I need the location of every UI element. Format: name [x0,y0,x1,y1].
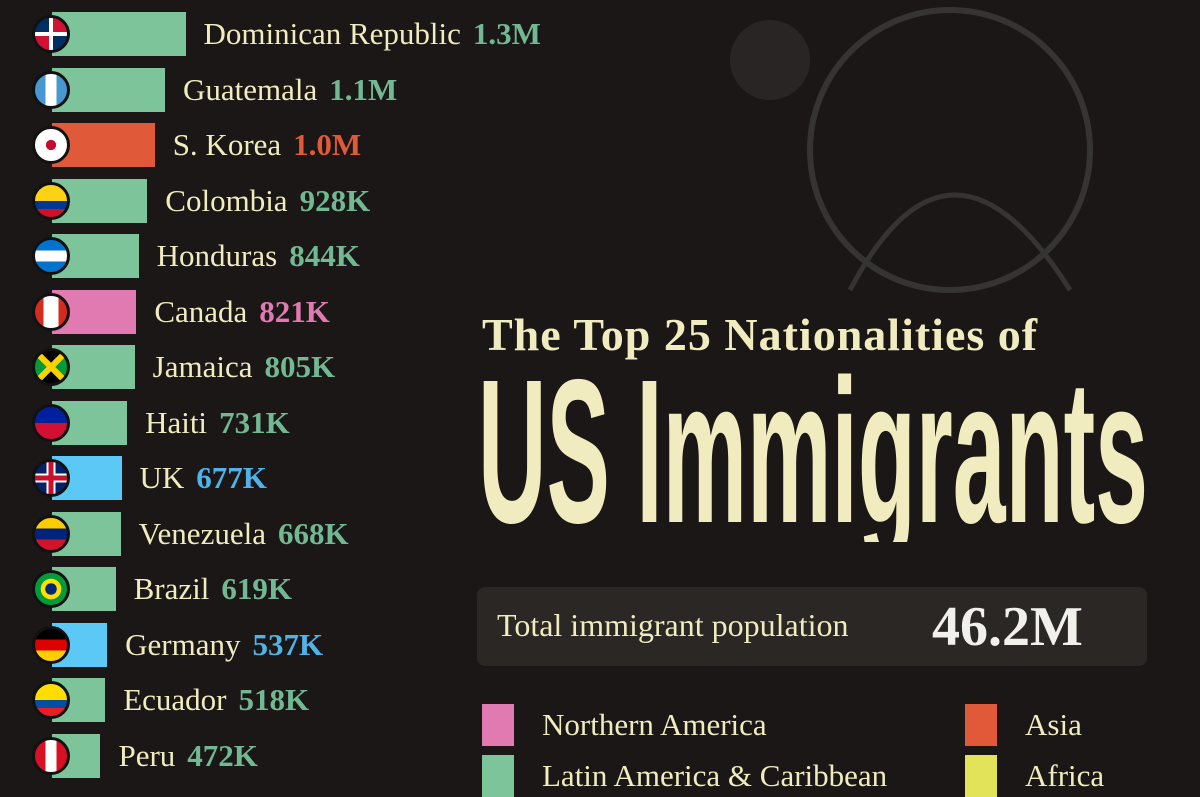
category-label: Canada [154,293,248,329]
value-label: 928K [299,182,371,218]
flag-brazil-icon [32,570,70,608]
value-label: 821K [259,293,330,329]
bar-chart: Dominican Republic 1.3M Guatemala 1.1M S. Ko… [0,0,541,780]
flag-canada-icon [32,292,70,331]
category-label: Colombia [165,182,288,218]
bar-label: Haiti 731K [145,405,290,441]
bar-label: S. Korea 1.0M [173,127,362,163]
background-illustration [730,7,1093,293]
flag-colombia-icon [32,181,70,220]
value-label: 537K [252,626,324,662]
bar-label: Honduras 844K [157,238,360,274]
legend-swatch [965,704,997,746]
bar-label: Peru 472K [118,738,257,774]
value-label: 677K [196,460,267,495]
flag-germany-icon [32,625,70,664]
value-label: 844K [289,238,360,273]
flag-jamaica-icon [32,348,70,386]
category-label: Peru [118,737,176,773]
legend-item-northern-america: Northern America [482,704,767,746]
bar-label: Venezuela 668K [139,516,349,552]
value-label: 619K [221,571,292,606]
category-label: Haiti [145,404,208,440]
value-label: 668K [277,515,349,551]
bar-label: UK 677K [140,460,267,496]
legend-item-asia: Asia [965,704,1082,746]
category-label: Brazil [133,571,210,606]
category-label: Ecuador [123,682,227,717]
legend-label: Northern America [542,707,767,742]
title-line-1: The Top 25 Nationalities of [482,309,1039,360]
flag-peru-icon [32,736,70,775]
legend-swatch [482,755,514,797]
bar-label: Germany 537K [125,627,323,663]
bar-label: Canada 821K [154,294,330,330]
legend-label: Africa [1025,758,1105,793]
category-label: Dominican Republic [203,16,461,51]
category-label: Honduras [156,238,278,273]
legend-swatch [965,755,997,797]
flag-uk-icon [32,459,70,497]
category-label: Venezuela [138,515,266,551]
value-label: 1.0M [293,127,362,162]
flag-dominican-republic-icon [32,15,70,53]
value-label: 518K [238,682,310,717]
bar-label: Guatemala 1.1M [183,72,397,108]
bar-label: Ecuador 518K [123,682,309,718]
total-population-box: Total immigrant population 46.2M [477,587,1147,666]
category-label: UK [139,460,185,495]
flag-ecuador-icon [32,681,70,719]
bar [52,67,165,112]
category-label: Guatemala [182,71,318,107]
value-label: 472K [187,737,258,773]
category-label: Germany [125,626,241,662]
legend-swatch [482,704,514,746]
total-value: 46.2M [932,596,1083,658]
title-line-2: US Immigrants [478,362,1148,542]
flag-guatemala-icon [32,70,70,109]
legend-label: Asia [1025,707,1082,742]
flag-haiti-icon [32,403,70,442]
value-label: 731K [219,404,290,440]
bar-label: Colombia 928K [165,183,370,219]
title-line-2-wrapper: US Immigrants [478,362,1148,542]
flag-honduras-icon [32,237,70,275]
category-label: Jamaica [152,349,253,384]
legend-label: Latin America & Caribbean [542,758,888,793]
legend-item-africa: Africa [965,755,1104,797]
bar-label: Brazil 619K [134,571,292,607]
bar-label: Jamaica 805K [153,349,335,385]
value-label: 1.3M [472,16,541,51]
category-label: S. Korea [172,127,282,162]
bar-label: Dominican Republic 1.3M [204,16,541,52]
bar [52,12,186,56]
total-label: Total immigrant population [497,607,849,643]
flag-south-korea-icon [32,126,70,164]
flag-venezuela-icon [32,514,70,553]
legend-item-latin-america: Latin America & Caribbean [482,755,887,797]
value-label: 805K [264,349,336,384]
value-label: 1.1M [329,71,398,107]
